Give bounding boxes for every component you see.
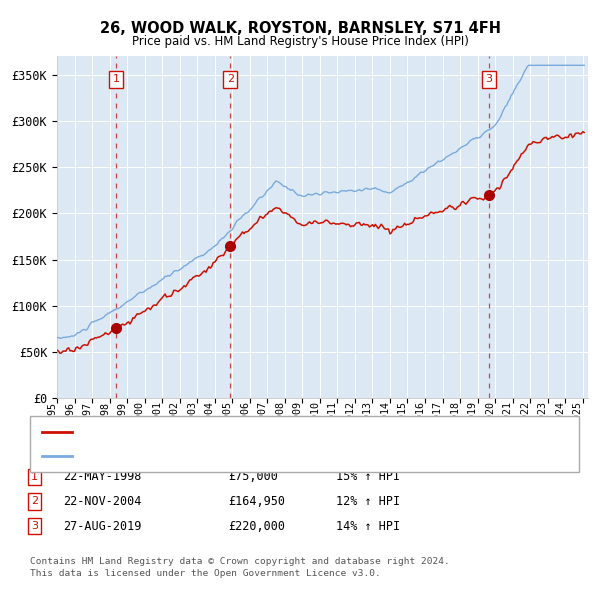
Text: 12% ↑ HPI: 12% ↑ HPI	[336, 495, 400, 508]
Text: 2012: 2012	[345, 401, 355, 425]
Text: 2013: 2013	[362, 401, 373, 425]
Text: 2024: 2024	[555, 401, 565, 425]
Text: 1999: 1999	[117, 401, 127, 425]
Text: 2014: 2014	[380, 401, 390, 425]
Text: 2011: 2011	[328, 401, 337, 425]
Text: 14% ↑ HPI: 14% ↑ HPI	[336, 520, 400, 533]
Text: 3: 3	[485, 74, 493, 84]
Text: 26, WOOD WALK, ROYSTON, BARNSLEY, S71 4FH: 26, WOOD WALK, ROYSTON, BARNSLEY, S71 4F…	[100, 21, 500, 35]
Text: 2018: 2018	[450, 401, 460, 425]
Text: £164,950: £164,950	[228, 495, 285, 508]
Text: 2022: 2022	[520, 401, 530, 425]
Text: 2006: 2006	[240, 401, 250, 425]
Text: 22-NOV-2004: 22-NOV-2004	[63, 495, 142, 508]
Text: 2019: 2019	[467, 401, 478, 425]
Text: 2009: 2009	[292, 401, 302, 425]
Text: Price paid vs. HM Land Registry's House Price Index (HPI): Price paid vs. HM Land Registry's House …	[131, 35, 469, 48]
Text: 1: 1	[113, 74, 119, 84]
Text: 2002: 2002	[170, 401, 179, 425]
Text: 2020: 2020	[485, 401, 495, 425]
Text: 2000: 2000	[134, 401, 145, 425]
Text: Contains HM Land Registry data © Crown copyright and database right 2024.: Contains HM Land Registry data © Crown c…	[30, 558, 450, 566]
Text: 2: 2	[227, 74, 234, 84]
Text: 2004: 2004	[205, 401, 215, 425]
Text: 1: 1	[31, 472, 38, 481]
Text: 2025: 2025	[573, 401, 583, 425]
Text: 1995: 1995	[47, 401, 57, 425]
Text: 2023: 2023	[538, 401, 548, 425]
Text: 2010: 2010	[310, 401, 320, 425]
Text: 2007: 2007	[257, 401, 267, 425]
Text: 2005: 2005	[222, 401, 232, 425]
Text: 2: 2	[31, 497, 38, 506]
Text: HPI: Average price, detached house, Barnsley: HPI: Average price, detached house, Barn…	[81, 451, 367, 461]
Text: 27-AUG-2019: 27-AUG-2019	[63, 520, 142, 533]
Text: 15% ↑ HPI: 15% ↑ HPI	[336, 470, 400, 483]
Text: 3: 3	[31, 522, 38, 531]
Text: 2015: 2015	[397, 401, 407, 425]
Text: £220,000: £220,000	[228, 520, 285, 533]
Text: 1996: 1996	[65, 401, 74, 425]
Text: 2016: 2016	[415, 401, 425, 425]
Text: 2021: 2021	[503, 401, 512, 425]
Text: £75,000: £75,000	[228, 470, 278, 483]
Text: 1997: 1997	[82, 401, 92, 425]
Text: 2008: 2008	[275, 401, 285, 425]
Text: 2003: 2003	[187, 401, 197, 425]
Text: 1998: 1998	[100, 401, 110, 425]
Text: 22-MAY-1998: 22-MAY-1998	[63, 470, 142, 483]
Text: 2001: 2001	[152, 401, 162, 425]
Text: 26, WOOD WALK, ROYSTON, BARNSLEY, S71 4FH (detached house): 26, WOOD WALK, ROYSTON, BARNSLEY, S71 4F…	[81, 427, 458, 437]
Text: This data is licensed under the Open Government Licence v3.0.: This data is licensed under the Open Gov…	[30, 569, 381, 578]
Text: 2017: 2017	[433, 401, 443, 425]
